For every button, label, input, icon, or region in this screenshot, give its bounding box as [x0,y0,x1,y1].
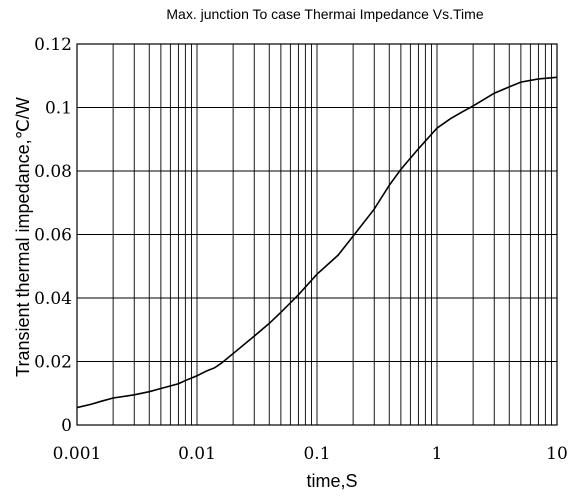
y-tick-label: 0.12 [34,35,72,55]
x-tick-label: 0.1 [303,444,330,464]
y-axis-ticks: 0 0.02 0.04 0.06 0.08 0.1 0.12 [34,35,72,436]
grid [77,44,557,425]
x-axis-ticks: 0.001 0.01 0.1 1 10 [53,444,568,464]
impedance-curve [76,76,558,409]
y-tick-label: 0.1 [45,99,72,119]
plot-frame [76,43,558,426]
x-tick-label: 0.001 [53,444,102,464]
x-axis-label: time,S [306,471,357,491]
y-axis-label: Transient thermal impedance,℃/W [13,97,33,377]
y-tick-label: 0.08 [34,162,72,182]
x-tick-label: 10 [546,444,568,464]
y-tick-label: 0.06 [34,226,72,246]
chart-title: Max. junction To case Thermai Impedance … [166,6,483,22]
y-tick-label: 0 [61,416,72,436]
x-tick-label: 0.01 [178,444,216,464]
y-tick-label: 0.04 [34,289,72,309]
x-tick-label: 1 [432,444,443,464]
y-tick-label: 0.02 [34,353,72,373]
